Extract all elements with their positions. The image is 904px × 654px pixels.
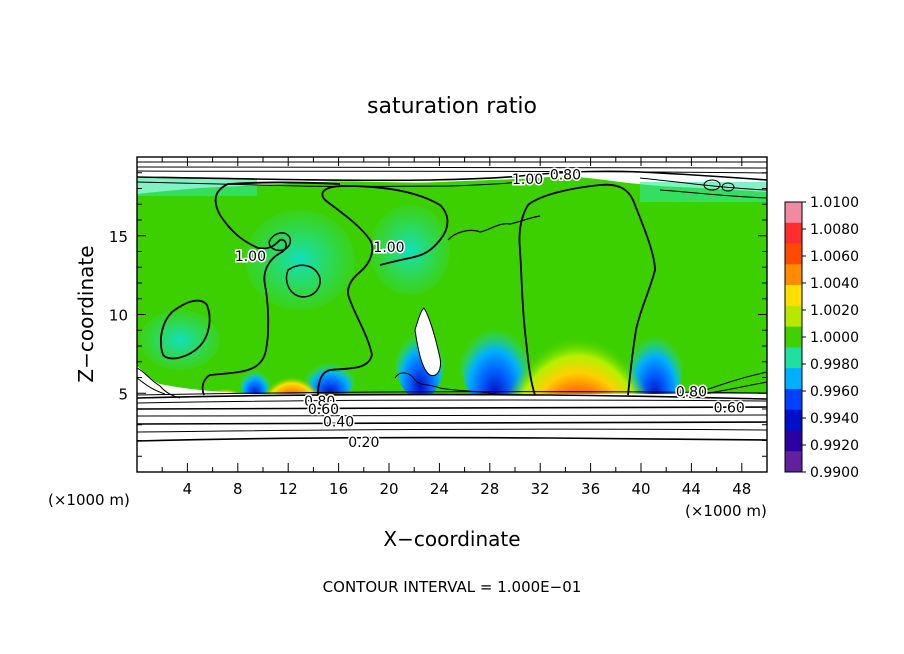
contour-line-unity-2 — [317, 185, 449, 396]
contour-line-top-right-dry-1 — [639, 177, 767, 191]
field-bottom-white-band — [137, 366, 767, 472]
colorbar-swatch — [785, 326, 802, 348]
field-cyan-top-right — [640, 182, 767, 202]
y-tick-label: 15 — [109, 228, 128, 246]
chart-title: saturation ratio — [367, 94, 537, 119]
x-axis-ticks: 4 8 12 16 20 24 28 32 36 40 44 48 — [161, 157, 751, 498]
x-tick-label: 16 — [329, 480, 348, 498]
x-tick-label: 28 — [480, 480, 499, 498]
colorbar-swatch — [785, 388, 802, 411]
contour-line-left-edge-1 — [137, 367, 181, 399]
contour-loop-top-right-2 — [721, 182, 735, 192]
colorbar-label: 1.0020 — [810, 303, 859, 319]
colorbar-swatch — [785, 243, 802, 265]
contour-line-left-edge-2 — [137, 377, 166, 395]
y-axis-label: Z−coordinate — [74, 245, 98, 382]
x-tick-label: 40 — [631, 480, 650, 498]
contour-line-right-edge-1 — [699, 371, 767, 393]
x-tick-label: 12 — [279, 480, 298, 498]
colorbar-label: 1.0060 — [810, 249, 859, 265]
contour-label: 0.80 — [550, 167, 581, 183]
contour-label: 0.60 — [308, 402, 339, 418]
x-tick-label: 44 — [682, 480, 701, 498]
colorbar-swatch — [785, 409, 802, 431]
colorbar: 1.0100 1.0080 1.0060 1.0040 1.0020 1.0000 0.99… — [784, 195, 859, 481]
y-tick-label: 5 — [118, 385, 128, 403]
field-top-white-band — [137, 157, 767, 194]
contour-label: 1.00 — [235, 249, 266, 265]
contour-loop-top-right-1 — [703, 179, 721, 191]
contour-line-upper-4 — [137, 170, 767, 182]
x-tick-label: 48 — [732, 480, 751, 498]
contour-line-lower-8 — [137, 391, 767, 396]
x-tick-label: 4 — [183, 480, 193, 498]
contour-line-unity-left-loop — [159, 299, 211, 360]
contour-line-lower-6 — [137, 399, 767, 404]
contour-line-top-right-dry-2 — [659, 189, 767, 199]
x-tick-label: 20 — [379, 480, 398, 498]
contour-label: 0.20 — [348, 435, 379, 451]
x-unit-left: (×1000 m) — [48, 491, 130, 509]
contour-line-unity-small-loop-1 — [268, 232, 292, 252]
colorbar-swatch — [785, 264, 802, 286]
colorbar-swatch — [785, 430, 802, 452]
x-axis-label: X−coordinate — [383, 527, 520, 551]
contour-label: 0.80 — [304, 394, 335, 410]
colorbar-swatch — [785, 222, 802, 245]
x-tick-label: 24 — [430, 480, 449, 498]
x-tick-label: 32 — [531, 480, 550, 498]
contour-line-lower-2 — [137, 428, 767, 433]
colorbar-label: 0.9920 — [810, 438, 859, 454]
x-tick-label: 8 — [233, 480, 243, 498]
x-tick-label: 36 — [581, 480, 600, 498]
colorbar-label: 0.9960 — [810, 384, 859, 400]
colorbar-swatch — [785, 368, 802, 390]
contour-label: 1.00 — [512, 172, 543, 188]
contour-label: 1.00 — [373, 240, 404, 256]
field-cyan-patch-1 — [245, 210, 355, 310]
colorbar-label: 0.9940 — [810, 411, 859, 427]
contour-line-unity-3 — [518, 183, 656, 396]
y-tick-label: 10 — [109, 307, 128, 325]
field-cyan-patch-3 — [140, 310, 220, 370]
colorbar-label: 0.9900 — [810, 465, 859, 481]
contour-line-lower-7 — [137, 393, 767, 400]
colorbar-label: 1.0100 — [810, 195, 859, 211]
colorbar-label: 1.0080 — [810, 222, 859, 238]
colorbar-swatch — [785, 347, 802, 369]
field-white-ridge — [414, 307, 441, 377]
colorbar-label: 1.0040 — [810, 276, 859, 292]
contour-line-upper-2 — [137, 166, 767, 169]
x-unit-right: (×1000 m) — [685, 502, 767, 520]
field-cyan-top-left — [137, 178, 257, 196]
contour-line-ridge-wiggle — [394, 372, 501, 396]
contour-interval-footer: CONTOUR INTERVAL = 1.000E−01 — [323, 578, 582, 596]
contour-label: 0.60 — [714, 400, 745, 416]
contour-line-right-edge-2 — [689, 381, 767, 397]
colorbar-label: 1.0000 — [810, 330, 859, 346]
y-axis-ticks: 5 10 15 — [109, 172, 767, 457]
field-cyan-patch-2 — [370, 205, 450, 295]
contour-line-upper-3 — [137, 170, 767, 174]
contour-label: 0.40 — [323, 415, 354, 431]
colorbar-swatch — [785, 451, 802, 473]
contour-line-unity-4 — [447, 215, 541, 241]
saturation-field — [137, 157, 767, 472]
colorbar-swatch — [785, 285, 802, 307]
contour-line-unity-small-loop-2 — [285, 264, 321, 298]
colorbar-swatch — [785, 305, 802, 328]
colorbar-label: 0.9980 — [810, 357, 859, 373]
contour-label: 0.80 — [676, 385, 707, 401]
colorbar-swatch — [785, 202, 802, 224]
contour-labels: 1.00 0.801.001.000.800.600.400.200.800.60 — [233, 166, 746, 453]
contour-line-lower-1 — [137, 436, 767, 442]
contour-line-unity-1 — [201, 181, 341, 396]
